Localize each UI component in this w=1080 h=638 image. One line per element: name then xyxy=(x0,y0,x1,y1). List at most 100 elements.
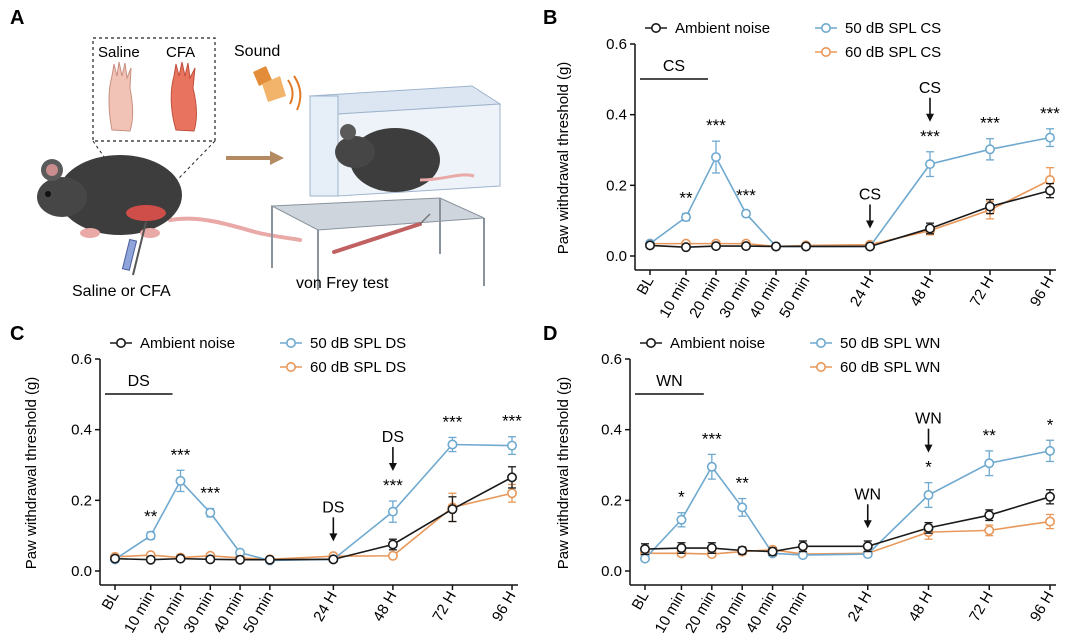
data-point-spl50 xyxy=(923,490,934,501)
series-line-ambient xyxy=(649,189,1051,248)
data-point-ambient xyxy=(797,541,808,552)
injection-label: Saline or CFA xyxy=(72,283,171,300)
y-axis-label: Paw withdrawal threshold (g) xyxy=(23,377,40,570)
data-point-spl50 xyxy=(676,514,687,525)
y-tick-label: 0.4 xyxy=(71,422,92,439)
stimulus-arrow-icon xyxy=(866,220,874,229)
stimulus-arrow-icon xyxy=(329,533,338,542)
legend-label-spl50: 50 dB SPL DS xyxy=(310,335,406,352)
stimulus-bar-label: WN xyxy=(656,373,683,390)
data-point-spl50 xyxy=(984,458,995,469)
data-point-ambient xyxy=(706,543,717,554)
inset-label-saline: Saline xyxy=(98,44,140,61)
panel-c-chart: C 0.0 0.2 0.4 0.6 Paw withdrawal threshold (… xyxy=(10,323,522,636)
data-point-ambient xyxy=(737,545,748,556)
y-tick-label: 0.6 xyxy=(601,351,622,368)
data-point-spl60 xyxy=(984,525,995,536)
stimulus-arrow-icon xyxy=(863,520,872,529)
y-tick-label: 0.2 xyxy=(71,492,92,509)
x-tick-label: 72 H xyxy=(966,589,997,625)
significance-stars: ** xyxy=(679,189,693,208)
legend-label-spl60: 60 dB SPL DS xyxy=(310,359,406,376)
y-axis-label: Paw withdrawal threshold (g) xyxy=(555,62,572,255)
stimulus-arrow-icon xyxy=(388,463,397,472)
x-tick-label: 24 H xyxy=(845,589,876,625)
stimulus-bar-label: DS xyxy=(128,373,150,390)
data-point-ambient xyxy=(710,241,721,252)
x-tick-label: 48 H xyxy=(905,589,936,625)
data-point-ambient xyxy=(264,554,275,565)
x-tick-label: 72 H xyxy=(967,274,998,310)
significance-stars: * xyxy=(925,458,932,477)
data-point-ambient xyxy=(984,510,995,521)
data-point-ambient xyxy=(680,242,691,253)
panel-d-chart: D 0.0 0.2 0.4 0.6 Paw withdrawal threshold (… xyxy=(543,323,1057,636)
legend-marker-ambient xyxy=(650,22,661,33)
data-point-ambient xyxy=(864,241,875,252)
x-tick-label: 50 min xyxy=(776,274,813,321)
legend-label-spl60: 60 dB SPL WN xyxy=(840,359,940,376)
series-line-spl50 xyxy=(644,450,1051,560)
x-tick-label: 48 H xyxy=(907,274,938,310)
y-tick-label: 0.2 xyxy=(606,177,627,194)
y-tick-label: 0.0 xyxy=(71,563,92,580)
data-point-ambient xyxy=(110,553,121,564)
significance-stars: ** xyxy=(144,507,158,526)
y-tick-label: 0.2 xyxy=(601,492,622,509)
process-arrow-icon xyxy=(270,151,284,165)
data-point-spl60 xyxy=(387,550,398,561)
y-tick-label: 0.4 xyxy=(601,422,622,439)
panel-d-letter: D xyxy=(543,323,557,345)
significance-stars: *** xyxy=(200,483,220,502)
data-point-ambient xyxy=(175,553,186,564)
significance-stars: * xyxy=(1047,415,1054,434)
legend-marker-ambient xyxy=(645,337,656,348)
data-point-ambient xyxy=(862,541,873,552)
data-point-ambient xyxy=(205,554,216,565)
stimulus-arrow-label: CS xyxy=(919,80,941,97)
data-point-spl50 xyxy=(145,530,156,541)
data-point-ambient xyxy=(328,554,339,565)
data-point-ambient xyxy=(984,201,995,212)
saline-paw-icon xyxy=(108,61,134,132)
panel-b-chart: B 0.0 0.2 0.4 0.6 Paw withdrawal threshold (… xyxy=(543,7,1060,321)
data-point-ambient xyxy=(1045,185,1056,196)
series-line-spl60 xyxy=(645,520,1051,555)
data-point-ambient xyxy=(770,241,781,252)
data-point-spl50 xyxy=(737,502,748,513)
stimulus-arrow-label: WN xyxy=(854,486,881,503)
legend-label-ambient: Ambient noise xyxy=(670,335,765,352)
mouse-icon xyxy=(37,155,302,242)
series-line-ambient xyxy=(114,476,513,561)
data-point-ambient xyxy=(924,223,935,234)
legend-marker-spl60 xyxy=(820,46,831,57)
legend-label-ambient: Ambient noise xyxy=(140,335,235,352)
series-line-spl60 xyxy=(114,492,513,561)
significance-stars: *** xyxy=(736,186,756,205)
legend-marker-spl50 xyxy=(815,337,826,348)
data-point-spl50 xyxy=(205,507,216,518)
data-point-ambient xyxy=(447,504,458,515)
legend-label-spl50: 50 dB SPL CS xyxy=(845,20,941,37)
x-tick-label: 96 H xyxy=(1027,589,1058,625)
stimulus-bar-label: CS xyxy=(663,58,685,75)
y-tick-label: 0.4 xyxy=(606,107,627,124)
stimulus-arrow-label: DS xyxy=(322,499,344,516)
series-line-ambient xyxy=(644,496,1051,553)
y-tick-label: 0.0 xyxy=(606,248,627,265)
speaker-icon xyxy=(253,66,302,111)
data-point-spl50 xyxy=(740,208,751,219)
syringe-icon xyxy=(121,221,147,276)
legend-label-spl60: 60 dB SPL CS xyxy=(845,44,941,61)
y-tick-label: 0.6 xyxy=(71,351,92,368)
x-tick-label: 24 H xyxy=(847,274,878,310)
significance-stars: *** xyxy=(171,445,191,464)
x-tick-label: 48 H xyxy=(370,589,401,625)
data-point-spl50 xyxy=(984,144,995,155)
panel-c-letter: C xyxy=(10,323,24,345)
legend-marker-spl60 xyxy=(285,361,296,372)
data-point-ambient xyxy=(767,546,778,557)
data-point-spl50 xyxy=(924,159,935,170)
data-point-spl50 xyxy=(706,461,717,472)
stimulus-arrow-label: CS xyxy=(859,186,881,203)
